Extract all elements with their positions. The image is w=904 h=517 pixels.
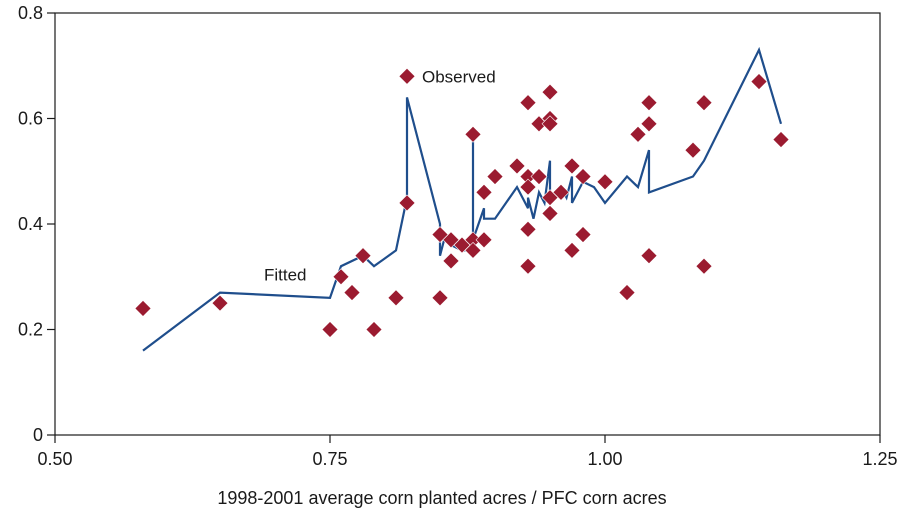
y-tick-label: 0.4: [18, 214, 43, 234]
x-tick-label: 0.50: [37, 449, 72, 469]
annotations: Observed Fitted: [264, 67, 496, 284]
observed-point: [431, 289, 449, 307]
observed-point: [574, 226, 592, 243]
x-tick-label: 0.75: [312, 449, 347, 469]
observed-point: [332, 268, 350, 286]
observed-point: [563, 157, 581, 175]
observed-point: [343, 284, 361, 301]
observed-annotation: Observed: [422, 67, 496, 86]
observed-point: [464, 241, 482, 259]
observed-point: [541, 115, 559, 133]
observed-point: [541, 205, 559, 222]
y-tick-label: 0.8: [18, 3, 43, 23]
observed-point: [552, 183, 570, 201]
observed-point: [475, 231, 493, 249]
fitted-series: [142, 46, 783, 352]
x-axis: 0.50 0.75 1.00 1.25: [37, 435, 898, 469]
observed-point: [596, 173, 614, 191]
fitted-annotation: Fitted: [264, 265, 307, 284]
observed-point: [574, 168, 592, 185]
observed-point: [134, 299, 152, 317]
observed-point: [640, 247, 658, 265]
observed-point: [464, 125, 482, 143]
observed-point: [519, 220, 537, 238]
observed-point: [398, 194, 416, 212]
y-axis: 0 0.2 0.4 0.6 0.8: [18, 3, 55, 445]
observed-point: [211, 294, 229, 312]
x-tick-label: 1.00: [587, 449, 622, 469]
observed-point: [695, 94, 713, 112]
y-tick-label: 0.6: [18, 109, 43, 129]
observed-point: [486, 168, 504, 185]
observed-point: [442, 252, 460, 270]
observed-point: [618, 284, 636, 301]
observed-point: [519, 94, 537, 112]
observed-point: [563, 241, 581, 259]
observed-point: [354, 247, 372, 265]
observed-point: [695, 257, 713, 275]
observed-point: [398, 67, 416, 85]
observed-point: [519, 257, 537, 275]
observed-point: [629, 125, 647, 143]
observed-point: [365, 321, 383, 338]
fitted-line: [142, 46, 783, 352]
observed-point: [640, 115, 658, 133]
observed-point: [684, 141, 702, 159]
observed-point: [321, 321, 339, 338]
y-tick-label: 0: [33, 425, 43, 445]
observed-point: [640, 94, 658, 112]
observed-point: [541, 83, 559, 101]
observed-point: [772, 131, 790, 149]
observed-point: [475, 183, 493, 201]
x-tick-label: 1.25: [862, 449, 897, 469]
y-tick-label: 0.2: [18, 320, 43, 340]
x-axis-title: 1998-2001 average corn planted acres / P…: [217, 488, 666, 508]
observed-series: [134, 67, 790, 338]
observed-point: [750, 73, 768, 90]
observed-point: [519, 178, 537, 196]
observed-point: [530, 168, 548, 185]
observed-point: [387, 289, 405, 307]
observed-point: [508, 157, 526, 175]
